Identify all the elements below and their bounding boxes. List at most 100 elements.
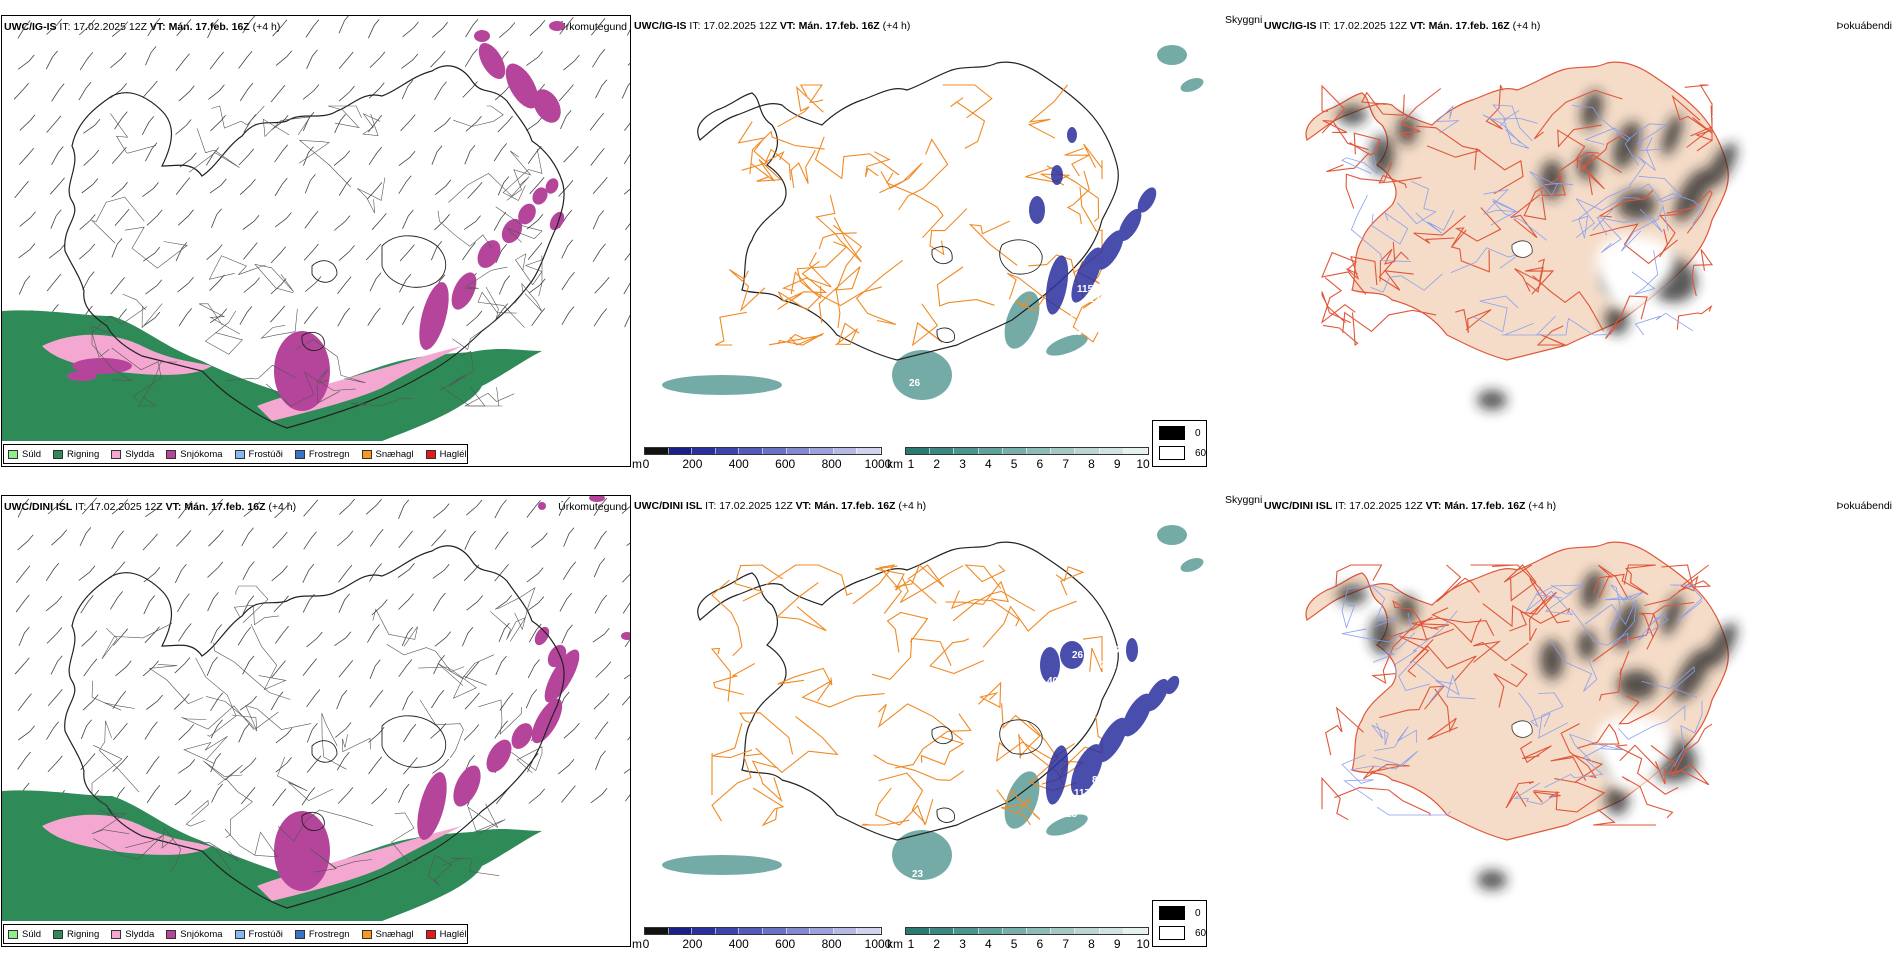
ramp-step [857,928,881,934]
ramp-step [906,928,930,934]
legend-swatch [166,450,176,459]
legend-item: Snæhagl [362,929,414,940]
ramp-step [810,448,834,454]
snow-cell [538,502,546,510]
legend-swatch [8,450,18,459]
legend-swatch [111,450,121,459]
cloud-low-swatch [1159,426,1185,440]
road-line [1084,144,1102,179]
ramp-step [645,928,669,934]
visibility-tick: 7 [1062,937,1069,951]
teal-cell [998,287,1047,354]
legend-label: Frostúði [249,449,283,460]
glacier-outline [1512,241,1532,258]
visibility-label: 282 [1100,660,1117,671]
road-line [1322,778,1348,819]
visibility-label: 89 [1092,775,1104,786]
teal-cell [1157,45,1187,65]
cloud-high-swatch [1159,926,1185,940]
visibility-tick: 4 [985,937,992,951]
visibility-label: 107 [1125,259,1142,270]
visibility-tick: 10 [1136,937,1149,951]
fog-cell [1477,390,1507,410]
fog-cell [1397,595,1417,625]
fog-cell [1337,105,1367,125]
legend-swatch [166,930,176,939]
cloud-high-swatch [1159,446,1185,460]
fog-cell [1397,115,1417,145]
elevation-ramp [644,927,882,935]
ramp-step [1124,928,1148,934]
snow-cell [473,39,510,84]
blue-cell [1126,638,1138,662]
fog-cell [1577,630,1597,660]
legend-swatch [111,930,121,939]
visibility-tick: 6 [1037,457,1044,471]
road-line [836,323,860,345]
elevation-tick: 0 [643,937,650,951]
river-line [478,292,525,327]
river-line [110,113,156,153]
ramp-step [930,928,954,934]
visibility-label: 216 [1122,663,1139,674]
snow-cell [589,494,605,502]
cloud-low-label: 0 [1195,428,1201,439]
ramp-step [979,928,1003,934]
ramp-step [716,448,740,454]
legend-label: Rigning [67,929,99,940]
road-line [1471,565,1519,566]
road-line [913,304,942,345]
river-line [204,761,243,785]
river-line [196,658,237,737]
river-line [328,106,362,128]
visibility-label: 15 [1044,218,1056,229]
fog-cell [1370,135,1394,175]
road-line [937,267,994,306]
river-line [418,667,487,698]
legend-swatch [8,930,18,939]
ramp-step [716,928,740,934]
ramp-step [1075,448,1099,454]
teal-cell [662,855,782,875]
road-line [791,150,815,188]
precip-type-panel: UWC/IG-IS IT: 17.02.2025 12Z VT: Mán. 17… [1,15,631,467]
visibility-label: 26 [1072,650,1084,661]
road-line [1322,292,1351,323]
river-line [479,700,522,734]
legend-swatch [53,930,63,939]
road-line [833,225,861,328]
river-line [1377,807,1451,815]
legend-label: Frostregn [309,449,350,460]
legend-item: Snjókoma [166,929,222,940]
snow-cell [448,761,487,810]
road-line [921,737,963,765]
ramp-step [1124,448,1148,454]
blue-cell [1029,196,1045,224]
river-line [363,114,380,136]
visibility-tick: 1 [908,457,915,471]
road-line [729,270,765,311]
river-line [1636,313,1693,335]
snow-cell [549,21,565,31]
ramp-step [857,448,881,454]
ramp-step [763,928,787,934]
elevation-tick: 600 [775,457,795,471]
road-line [715,312,747,345]
snow-cell [474,30,490,42]
road-line [966,565,1005,588]
teal-cell [1179,555,1206,574]
cloud-index-legend: 0 60 [1152,420,1207,467]
legend-item: Frostregn [295,929,350,940]
visibility-tick: 5 [1011,457,1018,471]
snow-cell [413,279,454,353]
snow-cell [481,735,516,776]
visibility-label: 216 [1058,314,1075,325]
road-line [887,173,943,238]
river-line [225,829,278,857]
ramp-step [787,928,811,934]
road-line [872,639,951,680]
coastline [698,62,1119,360]
